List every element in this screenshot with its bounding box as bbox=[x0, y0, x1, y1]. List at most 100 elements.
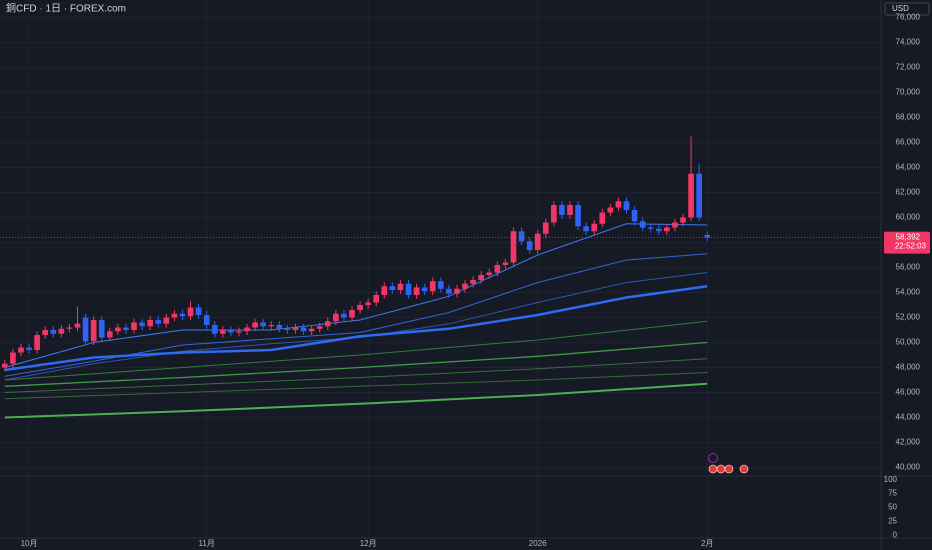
event-icon[interactable] bbox=[739, 464, 749, 474]
candle-body bbox=[58, 328, 65, 334]
candle-body bbox=[551, 205, 557, 223]
candle-body bbox=[559, 205, 565, 215]
candle-body bbox=[155, 320, 162, 324]
y-tick-label: 56,000 bbox=[896, 263, 921, 272]
y-tick-label: 52,000 bbox=[896, 313, 921, 322]
candle-body bbox=[316, 326, 323, 329]
candle-body bbox=[680, 217, 686, 223]
candle-body bbox=[18, 347, 24, 353]
y-tick-label: 46,000 bbox=[896, 388, 921, 397]
y-tick-label: 40,000 bbox=[896, 463, 921, 472]
candle-body bbox=[195, 307, 202, 315]
candle-body bbox=[365, 302, 371, 305]
x-tick-label: 11月 bbox=[199, 539, 215, 548]
candle-body bbox=[98, 320, 105, 338]
candle-body bbox=[341, 313, 347, 318]
y-tick-label: 68,000 bbox=[896, 113, 921, 122]
chart-title: 銅CFD · 1日 · FOREX.com bbox=[6, 2, 126, 15]
candle-body bbox=[357, 305, 363, 310]
y-tick-label: 74,000 bbox=[896, 38, 921, 47]
event-icon[interactable] bbox=[708, 453, 718, 463]
y-tick-label: 44,000 bbox=[896, 413, 921, 422]
candle-body bbox=[454, 288, 460, 294]
event-icons bbox=[708, 453, 749, 474]
candle-body bbox=[268, 325, 275, 327]
countdown-label: 22:52:03 bbox=[895, 242, 927, 251]
candle-body bbox=[542, 222, 549, 234]
candle-body bbox=[171, 313, 178, 318]
candle-body bbox=[349, 310, 355, 318]
candle-body bbox=[82, 317, 89, 342]
y-tick-label: 70,000 bbox=[896, 88, 921, 97]
x-tick-label: 10月 bbox=[21, 539, 38, 548]
candle-body bbox=[518, 231, 525, 242]
x-tick-label: 2026 bbox=[529, 539, 547, 548]
candle-body bbox=[486, 272, 493, 275]
event-icon[interactable] bbox=[724, 464, 734, 474]
candle-body bbox=[429, 281, 436, 292]
y-tick-label: 48,000 bbox=[896, 363, 921, 372]
candle-body bbox=[179, 313, 186, 317]
candle-body bbox=[623, 201, 630, 210]
candle-body bbox=[583, 226, 589, 232]
candle-body bbox=[446, 288, 452, 294]
currency-button[interactable] bbox=[884, 2, 930, 16]
moving-average-line bbox=[4, 358, 708, 393]
candle-body bbox=[244, 327, 250, 332]
event-icon[interactable] bbox=[716, 464, 726, 474]
candle-body bbox=[599, 212, 606, 224]
candle-body bbox=[324, 321, 331, 327]
y-tick-label: 62,000 bbox=[896, 188, 921, 197]
y-tick-label: 42,000 bbox=[896, 438, 921, 447]
y-tick-label: 50,000 bbox=[896, 338, 921, 347]
candle-body bbox=[292, 327, 299, 330]
candle-body bbox=[300, 327, 307, 332]
last-price-box bbox=[884, 231, 930, 254]
candle-body bbox=[10, 352, 16, 364]
y-tick-label: 25 bbox=[888, 516, 897, 525]
candle-body bbox=[413, 287, 420, 295]
y-tick-label: 66,000 bbox=[896, 138, 921, 147]
candle-body bbox=[34, 335, 40, 350]
candle-body bbox=[50, 330, 57, 334]
candle-body bbox=[74, 323, 81, 328]
candle-body bbox=[373, 295, 380, 303]
candle-body bbox=[591, 223, 598, 232]
candle-body bbox=[607, 207, 614, 213]
candle-body bbox=[2, 363, 8, 368]
candle-body bbox=[187, 307, 194, 317]
candle-body bbox=[664, 227, 670, 232]
candle-body bbox=[655, 228, 662, 232]
candle-body bbox=[405, 283, 412, 295]
candle-body bbox=[147, 320, 153, 327]
candle-body bbox=[252, 322, 258, 328]
candle-body bbox=[567, 205, 573, 215]
candle-body bbox=[615, 201, 622, 208]
candle-body bbox=[534, 233, 541, 250]
candle-body bbox=[308, 328, 315, 332]
y-tick-label: 76,000 bbox=[896, 13, 921, 22]
event-icon[interactable] bbox=[708, 464, 718, 474]
candle-body bbox=[211, 325, 218, 334]
candle-body bbox=[462, 283, 468, 289]
candle-body bbox=[647, 227, 654, 229]
plot bbox=[0, 0, 880, 538]
candle-body bbox=[502, 262, 509, 265]
candle-body bbox=[631, 210, 638, 222]
candle-body bbox=[260, 322, 267, 327]
candle-body bbox=[220, 330, 226, 334]
y-tick-label: 100 bbox=[884, 475, 898, 484]
candle-body bbox=[639, 221, 646, 228]
y-tick-label: 72,000 bbox=[896, 63, 921, 72]
candle-body bbox=[203, 315, 210, 325]
candle-body bbox=[510, 231, 517, 263]
candle-body bbox=[26, 347, 32, 350]
candle-body bbox=[333, 313, 339, 322]
last-price-label: 58,392 bbox=[896, 233, 921, 242]
y-tick-label: 75 bbox=[888, 489, 897, 498]
candle-body bbox=[421, 287, 428, 292]
candle-body bbox=[397, 283, 404, 290]
y-tick-label: 50 bbox=[888, 503, 897, 512]
moving-average-line bbox=[4, 372, 708, 400]
